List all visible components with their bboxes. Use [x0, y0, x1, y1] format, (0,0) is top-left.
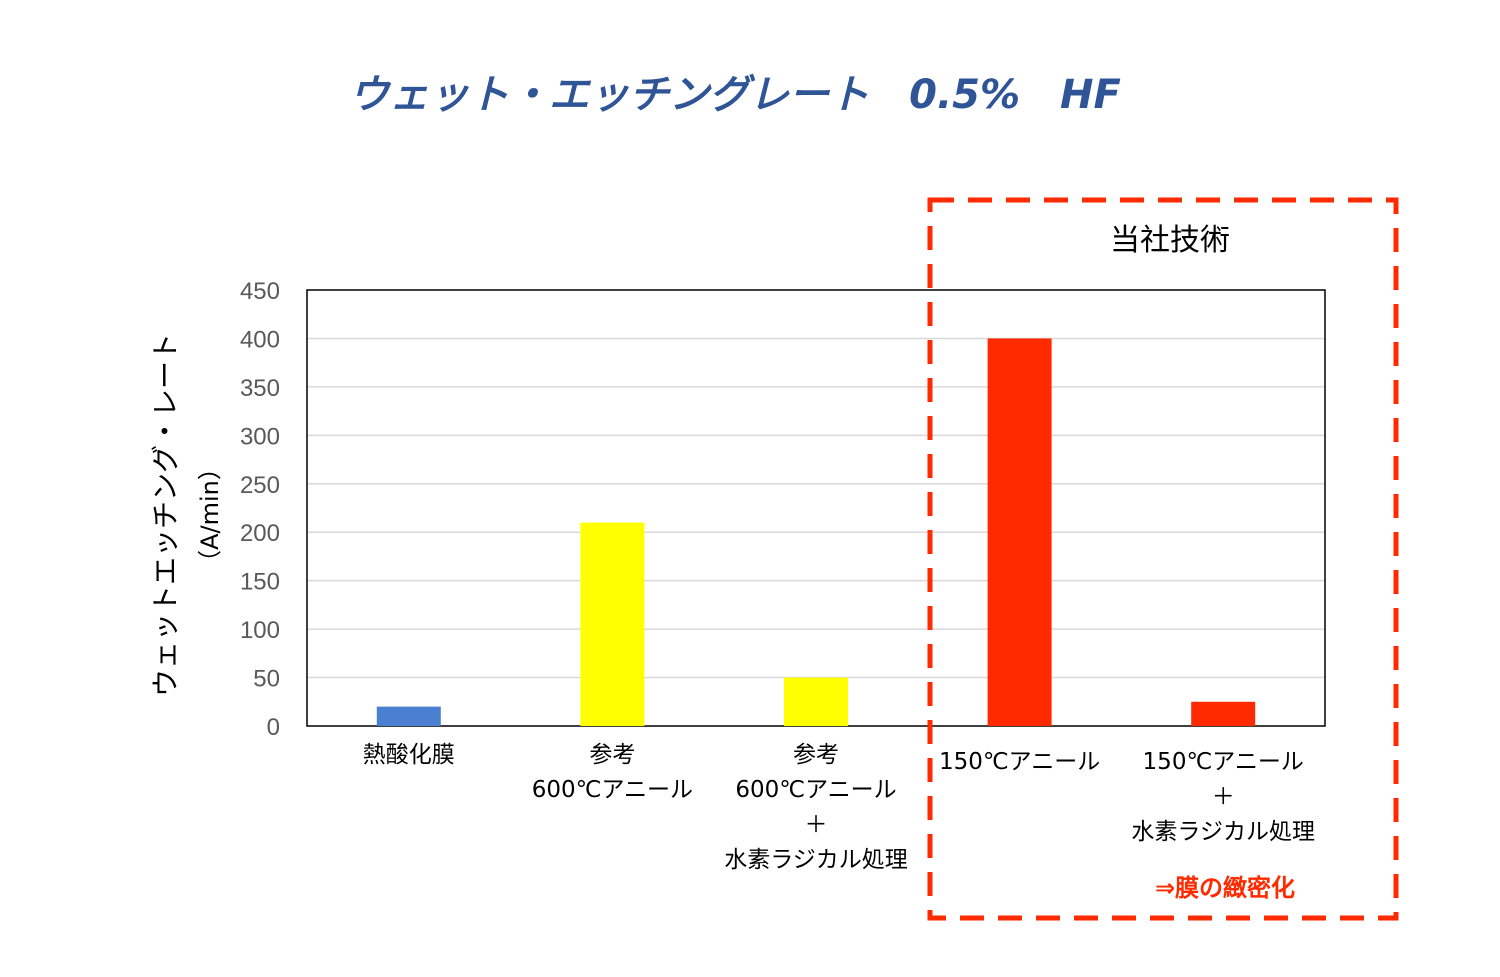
chart-title: ウェット・エッチングレート 0.5% HF [349, 72, 1121, 118]
y-tick-label: 450 [240, 278, 280, 305]
y-tick-label: 200 [240, 520, 280, 547]
y-tick-label: 400 [240, 326, 280, 353]
y-tick-label: 100 [240, 617, 280, 644]
y-tick-label: 250 [240, 472, 280, 499]
y-tick-label: 350 [240, 375, 280, 402]
x-category-label: 水素ラジカル処理 [1131, 819, 1315, 845]
highlight-dashed-box [927, 197, 1399, 921]
plot-area: 0 50 100 150 200 250 300 350 400 450 熱酸化膜 参考 600℃アニー… [240, 278, 1326, 873]
x-category-label: 150℃アニール [939, 749, 1100, 775]
y-axis-label: ウェットエッチング・レート [149, 333, 182, 697]
x-category-label: 熱酸化膜 [363, 742, 455, 768]
bar [1191, 701, 1256, 726]
plot-frame [306, 289, 1326, 727]
highlight-box-title: 当社技術 [1110, 223, 1230, 258]
y-tick-label: 150 [240, 569, 280, 596]
y-axis-unit: （A/min） [196, 456, 224, 574]
x-category-label: 150℃アニール [1143, 749, 1304, 775]
bar [784, 677, 848, 726]
x-category-label: ＋ [805, 812, 828, 838]
bar [376, 706, 441, 726]
highlight-note: ⇒膜の緻密化 [1155, 874, 1295, 902]
y-axis-title: ウェットエッチング・レート [149, 333, 182, 697]
bar [580, 522, 645, 726]
y-tick-label: 0 [267, 714, 280, 741]
x-category-label: 参考 [793, 742, 839, 768]
x-category-label: ＋ [1212, 784, 1235, 810]
highlight-box-group: 当社技術 ⇒膜の緻密化 [927, 197, 1399, 921]
x-category-label: 600℃アニール [532, 777, 693, 803]
bar [987, 338, 1052, 726]
x-category-label: 参考 [589, 742, 635, 768]
x-category-label: 水素ラジカル処理 [724, 847, 908, 873]
y-axis-unit-group: （A/min） [196, 456, 224, 574]
y-tick-label: 50 [253, 666, 280, 693]
x-category-label: 600℃アニール [735, 777, 896, 803]
y-tick-label: 300 [240, 423, 280, 450]
